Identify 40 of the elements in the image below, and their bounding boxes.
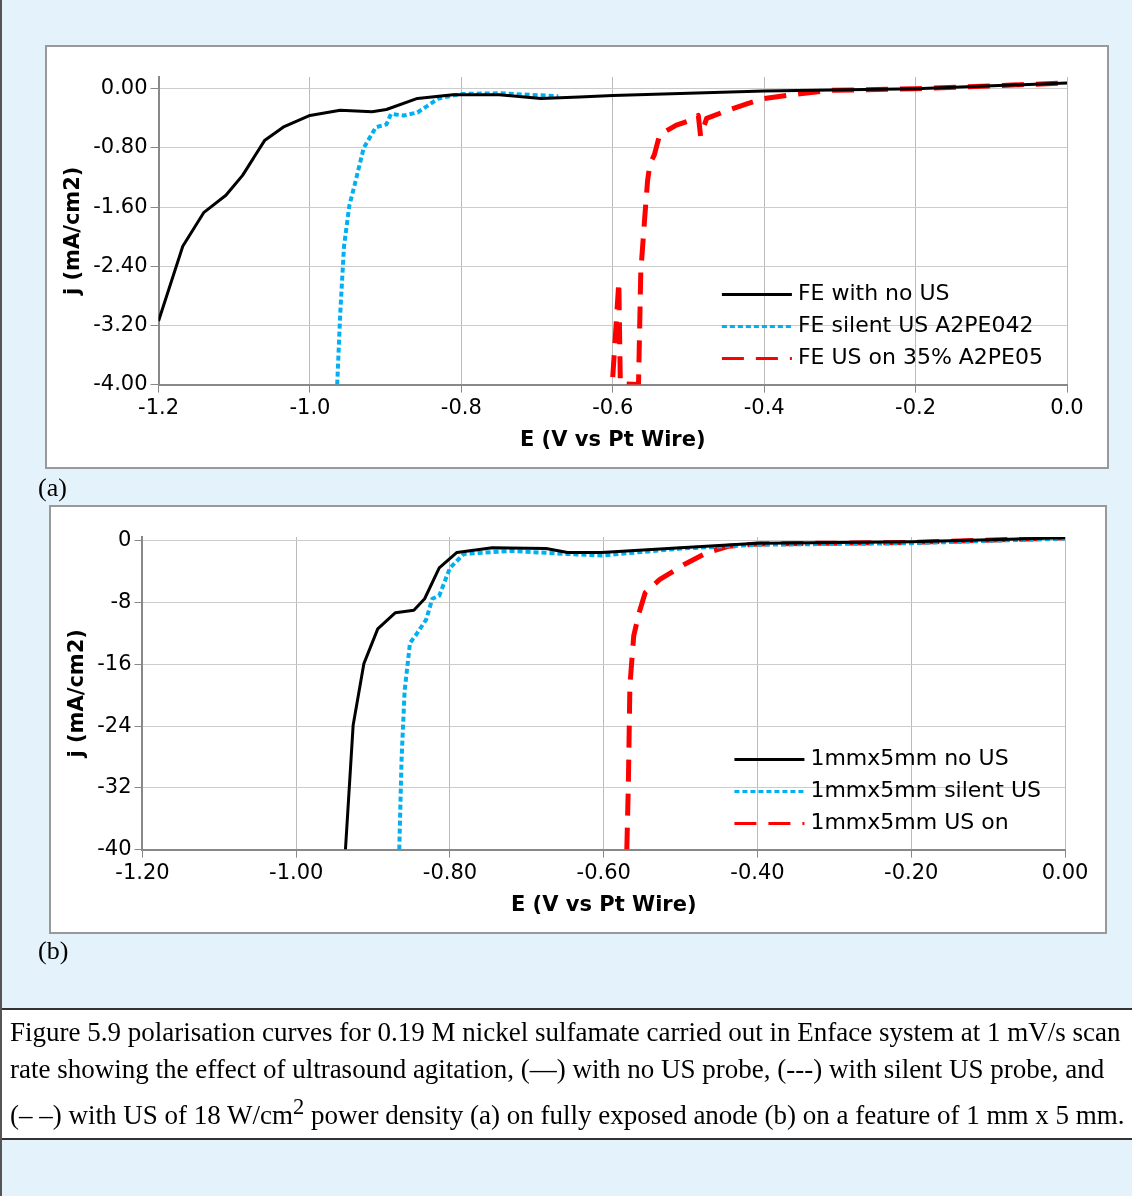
text: (a): [38, 473, 67, 503]
x-tick-label: -1.00: [269, 859, 324, 884]
x-axis-title: E (V vs Pt Wire): [519, 426, 706, 451]
caption: Figure 5.9 polarisation curves for 0.19 M nickel sulfamate carried out in Enface system at 1 mV/s scan rate showing the effect of ultrasound agitation, (—) with no US probe, (---) with silent US probe, and (– –) with US of 18 W/cm$^{2}$ power density (a) on fully exposed anode (b) on a feature of 1 mm x 5 mm.: [2, 1008, 1132, 1140]
y-axis-title: j (mA/cm2): [64, 629, 89, 759]
y-tick-label: -0.80: [93, 134, 148, 159]
legend-label: 1mmx5mm silent US: [810, 777, 1042, 803]
line-series: [335, 91, 561, 385]
y-tick-label: -4.00: [93, 371, 148, 396]
legend-label: FE with no US: [797, 280, 950, 306]
x-axis-title: E (V vs Pt Wire): [510, 891, 697, 916]
y-tick-label: -40: [97, 836, 132, 861]
y-tick-label: -24: [97, 712, 132, 737]
y-tick-label: -3.20: [93, 311, 148, 336]
y-tick-label: -16: [97, 650, 132, 675]
x-tick-label: -0.60: [576, 859, 631, 884]
y-tick-label: -1.60: [93, 193, 148, 218]
x-tick-label: -0.8: [440, 394, 482, 419]
x-tick-label: -1.0: [289, 394, 331, 419]
x-tick-label: -1.2: [138, 394, 180, 419]
x-tick-label: -1.20: [115, 859, 170, 884]
x-tick-label: 0.0: [1050, 394, 1084, 419]
legend-label: FE US on 35% A2PE05: [797, 344, 1043, 370]
x-tick-label: -0.4: [743, 394, 785, 419]
x-tick-label: -0.20: [884, 859, 939, 884]
y-axis-title: j (mA/cm2): [60, 166, 85, 297]
x-tick-label: 0.00: [1041, 859, 1089, 884]
x-tick-label: -0.80: [422, 859, 478, 884]
text: (b): [38, 936, 69, 966]
x-tick-label: -0.2: [895, 394, 937, 419]
x-tick-label: -0.6: [592, 394, 634, 419]
legend-label: 1mmx5mm no US: [810, 745, 1009, 771]
y-tick-label: 0: [118, 527, 132, 552]
y-tick-label: -2.40: [93, 252, 148, 277]
legend-label: 1mmx5mm US on: [810, 809, 1009, 835]
legend-label: FE silent US A2PE042: [797, 312, 1034, 338]
y-tick-label: -32: [97, 774, 132, 799]
y-tick-label: -8: [110, 589, 132, 614]
x-tick-label: -0.40: [730, 859, 785, 884]
y-tick-label: 0.00: [100, 75, 148, 100]
